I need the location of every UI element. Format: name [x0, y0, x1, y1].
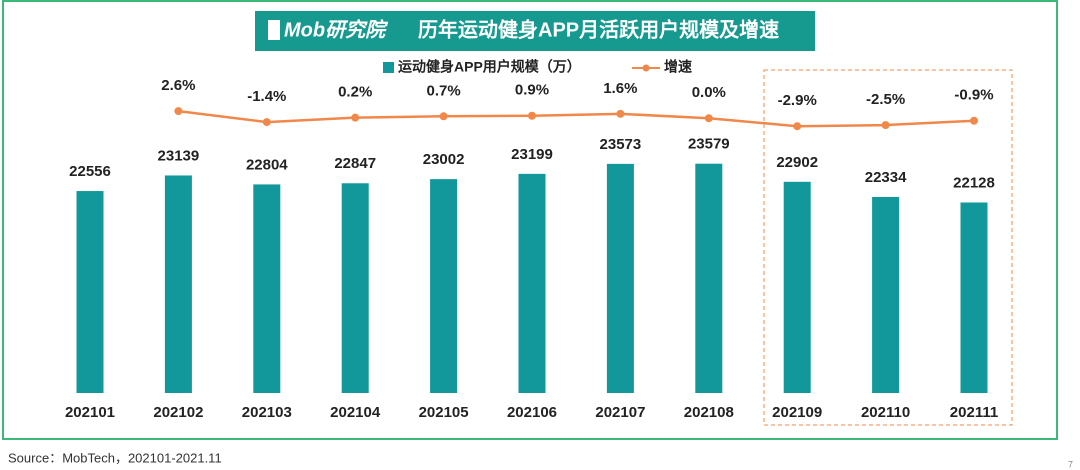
line-point [439, 112, 448, 121]
data-label: 23579 [688, 136, 730, 153]
data-label: -2.9% [778, 92, 817, 109]
x-tick-label: 202107 [595, 404, 645, 421]
bar [430, 179, 458, 393]
line-point [174, 107, 183, 116]
bar [695, 163, 723, 393]
title-banner [255, 11, 815, 51]
x-tick-label: 202108 [684, 404, 734, 421]
legend-label: 运动健身APP用户规模（万） [398, 59, 581, 75]
legend-label: 增速 [664, 59, 692, 75]
data-label: -2.5% [866, 91, 905, 108]
x-tick-label: 202105 [419, 404, 469, 421]
data-label: 22334 [865, 169, 907, 186]
legend-swatch [383, 62, 394, 73]
line-point [881, 121, 890, 130]
line-point [351, 113, 360, 122]
bar [76, 191, 104, 393]
bar [518, 173, 546, 393]
bar [164, 175, 192, 393]
line [178, 109, 975, 128]
x-tick-label: 202110 [861, 404, 910, 421]
line-point [970, 116, 978, 125]
data-label: 23139 [158, 147, 200, 164]
data-label: 22556 [69, 163, 111, 180]
data-label: -0.9% [954, 87, 993, 104]
page-number: 7 [1068, 459, 1073, 469]
line-point [262, 118, 271, 127]
x-tick-label: 202109 [772, 404, 822, 421]
x-tick-label: 202102 [153, 404, 203, 421]
data-label: 23199 [511, 146, 553, 163]
frame [2, 0, 1058, 440]
data-label: 0.2% [338, 84, 372, 101]
bar [606, 163, 634, 393]
logo-icon [268, 20, 280, 40]
logo: Mob研究院 [284, 18, 389, 41]
data-label: 0.9% [515, 82, 549, 99]
legend-swatch [642, 64, 650, 72]
line-point [704, 114, 713, 123]
data-label: 22804 [246, 156, 288, 173]
data-label: 0.7% [426, 82, 460, 99]
x-tick-label: 202101 [65, 404, 115, 421]
x-tick-label: 202111 [950, 404, 998, 421]
bar [341, 183, 369, 393]
chart-title: 历年运动健身APP月活跃用户规模及增速 [418, 17, 779, 41]
line-point [793, 122, 802, 131]
bar [960, 202, 988, 393]
line-point [616, 109, 625, 118]
bar [783, 181, 811, 393]
data-label: 1.6% [603, 80, 637, 97]
data-label: 2.6% [161, 77, 195, 94]
data-label: 0.0% [692, 84, 726, 101]
data-label: 22847 [334, 155, 376, 172]
x-tick-label: 202104 [330, 404, 381, 421]
line-point [528, 111, 536, 120]
bar [872, 196, 900, 393]
source: Source：MobTech，202101-2021.11 [8, 450, 222, 465]
x-tick-label: 202106 [507, 404, 557, 421]
x-tick-label: 202103 [242, 404, 292, 421]
bar [253, 184, 281, 393]
data-label: 22128 [953, 174, 995, 191]
data-label: -1.4% [247, 88, 286, 105]
data-label: 23573 [600, 136, 642, 153]
data-label: 22902 [776, 154, 818, 171]
data-label: 23002 [423, 151, 465, 168]
